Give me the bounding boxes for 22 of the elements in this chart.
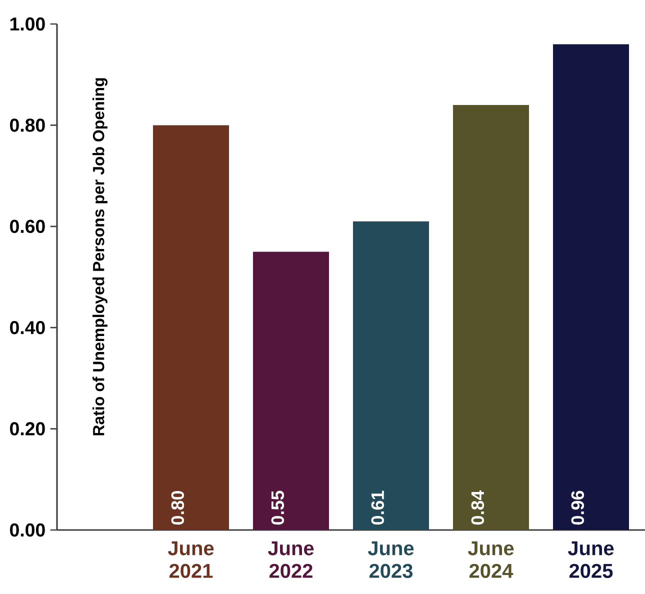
- x-tick-label: June 2022: [268, 541, 314, 578]
- data-label: 0.55: [271, 490, 284, 525]
- bar: [153, 125, 230, 530]
- y-axis-title: Ratio of Unemployed Persons per Job Opening: [92, 78, 108, 436]
- x-tick-label: June 2024: [468, 541, 514, 578]
- y-tick-label: 0.20: [10, 422, 45, 436]
- bar: [353, 221, 430, 530]
- x-tick-label: June 2021: [168, 541, 214, 578]
- y-tick-label: 0.40: [10, 320, 45, 334]
- bar: [253, 252, 329, 530]
- bar: [453, 104, 529, 530]
- data-label: 0.84: [471, 490, 484, 525]
- y-tick-label: 0.80: [10, 118, 45, 132]
- y-tick-label: 1.00: [10, 17, 45, 31]
- data-label: 0.61: [371, 490, 384, 525]
- x-tick-label: June 2023: [368, 541, 414, 578]
- y-tick-label: 0.00: [10, 523, 45, 537]
- data-label: 0.80: [171, 490, 184, 525]
- y-tick-label: 0.60: [10, 220, 45, 234]
- bar: [553, 44, 630, 530]
- x-tick-label: June 2025: [568, 541, 614, 578]
- data-label: 0.96: [571, 490, 584, 525]
